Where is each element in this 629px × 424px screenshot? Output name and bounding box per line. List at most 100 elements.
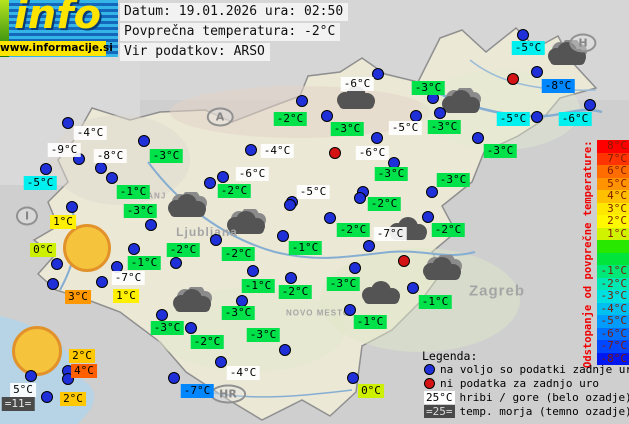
legend-item: =25= temp. morja (temno ozadje) xyxy=(424,405,629,418)
station-dot xyxy=(95,162,107,174)
station-dot-no-data xyxy=(398,255,410,267)
station-dot xyxy=(210,234,222,246)
station-dot xyxy=(168,372,180,384)
temp-label: -2°C xyxy=(278,285,312,299)
temp-label: -4°C xyxy=(73,126,107,140)
temp-label: -3°C xyxy=(330,122,364,136)
temp-label: -6°C xyxy=(558,112,592,126)
station-dot xyxy=(349,262,361,274)
station-dot xyxy=(531,66,543,78)
scale-cell: -7°C xyxy=(597,339,629,353)
temp-label: =11= xyxy=(1,397,35,411)
country-marker-hr: HR xyxy=(210,384,246,404)
cloud-icon xyxy=(356,279,408,313)
temp-label: -6°C xyxy=(355,146,389,160)
site-logo[interactable]: info www.informacije.si xyxy=(0,0,118,57)
station-dot xyxy=(128,243,140,255)
temp-label: -3°C xyxy=(326,277,360,291)
legend-white-box-icon: 25°C xyxy=(424,391,455,404)
logo-text: info xyxy=(14,0,102,38)
station-dot xyxy=(472,132,484,144)
temp-label: -6°C xyxy=(340,77,374,91)
legend-item-text: temp. morja (temno ozadje) xyxy=(459,405,629,418)
cloud-icon xyxy=(162,190,214,226)
temp-label: -1°C xyxy=(127,256,161,270)
station-dot xyxy=(434,107,446,119)
station-dot xyxy=(40,163,52,175)
legend-red-dot-icon xyxy=(424,378,435,389)
scale-cell: -8°C xyxy=(597,352,629,365)
temp-label: -8°C xyxy=(541,79,575,93)
station-dot xyxy=(531,111,543,123)
city-label: KRANJ xyxy=(133,191,167,201)
legend-item: na voljo so podatki zadnje ure xyxy=(424,363,629,376)
temp-label: -5°C xyxy=(296,185,330,199)
scale-title: Odstopanje od povprečne temperature: xyxy=(582,140,594,368)
station-dot xyxy=(145,219,157,231)
temp-label: 0°C xyxy=(30,243,56,257)
station-dot xyxy=(324,212,336,224)
sun-icon xyxy=(63,224,111,272)
scale-cell xyxy=(597,252,629,265)
temp-label: -1°C xyxy=(116,185,150,199)
temp-label: 2°C xyxy=(69,349,95,363)
temp-label: -3°C xyxy=(483,144,517,158)
scale-cell: -2°C xyxy=(597,277,629,290)
station-dot xyxy=(247,265,259,277)
temp-label: -8°C xyxy=(93,149,127,163)
station-dot xyxy=(41,391,53,403)
scale-cell xyxy=(597,240,629,253)
temp-label: -3°C xyxy=(150,321,184,335)
station-dot xyxy=(170,257,182,269)
temp-label: -7°C xyxy=(373,227,407,241)
station-dot-no-data xyxy=(329,147,341,159)
legend-title: Legenda: xyxy=(422,349,478,363)
temp-label: 4°C xyxy=(71,364,97,378)
legend-dark-box-icon: =25= xyxy=(424,405,455,418)
scale-cell: 8°C xyxy=(597,139,629,153)
city-label: NOVO MESTO xyxy=(285,308,351,318)
legend-item-text: hribi / gore (belo ozadje) xyxy=(459,391,629,404)
temp-label: -2°C xyxy=(217,184,251,198)
logo-green-stripe xyxy=(0,0,9,57)
station-dot xyxy=(296,95,308,107)
header: Datum: 19.01.2026 ura: 02:50 Povprečna t… xyxy=(120,3,349,61)
station-dot xyxy=(277,230,289,242)
station-dot xyxy=(584,99,596,111)
station-dot xyxy=(517,29,529,41)
temp-label: -3°C xyxy=(411,81,445,95)
station-dot xyxy=(321,110,333,122)
temp-label: -1°C xyxy=(418,295,452,309)
logo-link[interactable]: www.informacije.si xyxy=(0,41,113,56)
city-label: Zagreb xyxy=(468,282,526,300)
temp-label: -1°C xyxy=(288,241,322,255)
station-dot xyxy=(347,372,359,384)
temp-label: -3°C xyxy=(436,173,470,187)
legend-item: 25°C hribi / gore (belo ozadje) xyxy=(424,391,629,404)
temp-label: 1°C xyxy=(113,289,139,303)
station-dot xyxy=(407,282,419,294)
scale-cell: -4°C xyxy=(597,302,629,315)
scale-cell: 4°C xyxy=(597,189,629,203)
temp-label: -3°C xyxy=(246,328,280,342)
temp-label: -2°C xyxy=(336,223,370,237)
cloud-icon xyxy=(417,253,469,289)
temperature-deviation-scale: 8°C 7°C 6°C 5°C 4°C 3°C 2°C 1°C -1°C -2°C -3°C -4°C… xyxy=(597,139,629,365)
temp-label: 3°C xyxy=(65,290,91,304)
temp-label: -3°C xyxy=(374,167,408,181)
scale-cell: 1°C xyxy=(597,227,629,240)
header-source-line: Vir podatkov: ARSO xyxy=(120,43,270,61)
scale-cell: 7°C xyxy=(597,152,629,165)
temp-label: -2°C xyxy=(431,223,465,237)
station-dot xyxy=(371,132,383,144)
station-dot xyxy=(279,344,291,356)
temp-label: -3°C xyxy=(123,204,157,218)
legend-item-text: na voljo so podatki zadnje ure xyxy=(440,363,629,376)
station-dot xyxy=(344,304,356,316)
sun-icon xyxy=(12,326,62,376)
scale-cell: 5°C xyxy=(597,177,629,190)
scale-cell: 6°C xyxy=(597,164,629,178)
station-dot xyxy=(284,199,296,211)
temp-label: -2°C xyxy=(190,335,224,349)
